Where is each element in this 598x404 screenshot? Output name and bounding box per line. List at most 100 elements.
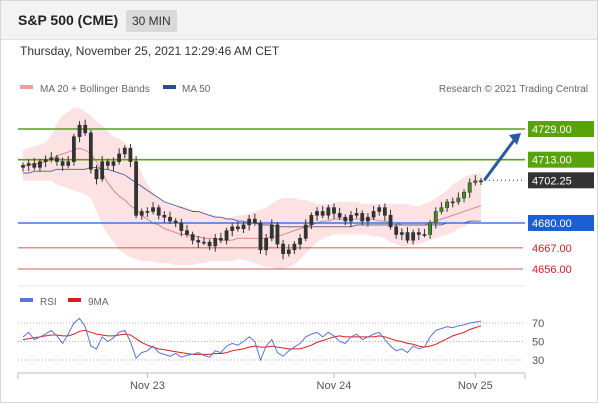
candle-body [77,124,82,137]
projection-arrow-head [509,133,521,145]
candle-body [134,161,138,216]
bollinger-band-area [23,107,481,269]
candle-body [219,238,223,241]
candle-body [405,232,410,241]
candle-body [190,234,195,241]
candle-body [269,224,274,239]
candle-body-up [474,180,477,183]
candle-body [173,220,178,224]
candle-body [213,238,218,247]
ma9-legend-label: 9MA [88,297,109,308]
candle-body [202,241,206,244]
candle-body [162,215,167,218]
candle-body [343,216,348,222]
ma50-legend-swatch [163,85,176,89]
candle-body [371,211,376,218]
candle-body [128,147,133,162]
chart-header: S&P 500 (CME) 30 MIN [1,1,597,40]
ma20-legend-swatch [20,85,33,89]
candle-body [207,241,212,247]
candle-body [60,161,65,166]
candle-body [122,147,127,155]
candle-body-up [445,201,449,208]
candle-body [315,211,319,216]
ma50-legend-label: MA 50 [182,84,211,95]
level-tag-4702.25 [528,172,594,189]
x-tick-label: Nov 23 [130,380,165,392]
candle-body-up [434,211,437,223]
candle-body-up [457,198,460,202]
symbol-title: S&P 500 (CME) [18,12,119,28]
candle-body [309,215,314,226]
candle-body [26,163,31,166]
candle-body [94,168,99,180]
candle-body [349,215,353,222]
rsi-line [22,317,482,362]
candle-body [332,207,336,214]
level-tag-4713.00 [528,151,594,168]
candle-body [49,157,54,160]
candle-body [151,207,155,212]
level-label-4667.00: 4667.00 [532,243,572,255]
candle-body [145,211,150,213]
timestamp: Thursday, November 25, 2021 12:29:46 AM … [20,44,280,58]
candle-body [264,238,269,251]
candle-body [179,222,184,231]
candle-body [168,216,172,222]
candle-body [83,124,88,134]
candle-body [252,218,257,224]
candle-body [326,207,331,216]
candle-body [21,165,25,168]
candle-body [117,153,122,162]
candle-body [366,216,370,222]
candle-body [303,224,308,239]
rsi-tick-label: 70 [532,318,544,330]
ma9-legend-swatch [68,298,81,302]
timeframe-badge[interactable]: 30 MIN [126,10,177,32]
candle-body [241,224,246,230]
candle-body [394,226,399,235]
rsi-legend-swatch [20,298,33,302]
rsi-tick-label: 50 [532,337,544,349]
candle-body [258,222,263,251]
candle-body [38,161,42,168]
candle-body [66,161,71,166]
candle-body [230,226,235,231]
projection-arrow-shaft [483,137,517,181]
level-label-4680.00: 4680.00 [532,218,572,230]
candle-body [43,159,48,162]
candle-body [292,243,297,251]
candle-body [382,207,387,216]
rsi-tick-label: 30 [532,355,544,367]
level-label-4702.25: 4702.25 [532,175,572,187]
candle-body [298,238,302,245]
candle-body [247,218,252,226]
rsi-legend-label: RSI [40,297,57,308]
candle-body [320,211,325,216]
candle-body [281,243,285,254]
candle-body [88,132,93,170]
candle-body [360,213,365,222]
level-tag-4729.00 [528,121,594,137]
candle-body [55,157,59,162]
candle-body [388,215,393,228]
candle-body [139,211,144,216]
candle-body [399,232,404,235]
x-tick-label: Nov 24 [317,380,352,392]
x-tick-label: Nov 25 [458,380,493,392]
candle-body [111,161,116,166]
ma20-legend-label: MA 20 + Bollinger Bands [40,84,150,95]
level-tag-4680.00 [528,214,594,231]
credit-text: Research © 2021 Trading Central [439,84,588,95]
level-label-4729.00: 4729.00 [532,124,572,136]
candle-body [71,136,76,162]
candle-body [411,232,416,241]
candle-body [105,161,110,166]
rsi-ma9-line [22,325,482,355]
candle-body [422,234,427,236]
level-label-4713.00: 4713.00 [532,155,572,167]
candle-body [286,249,291,254]
candle-body [450,201,455,204]
